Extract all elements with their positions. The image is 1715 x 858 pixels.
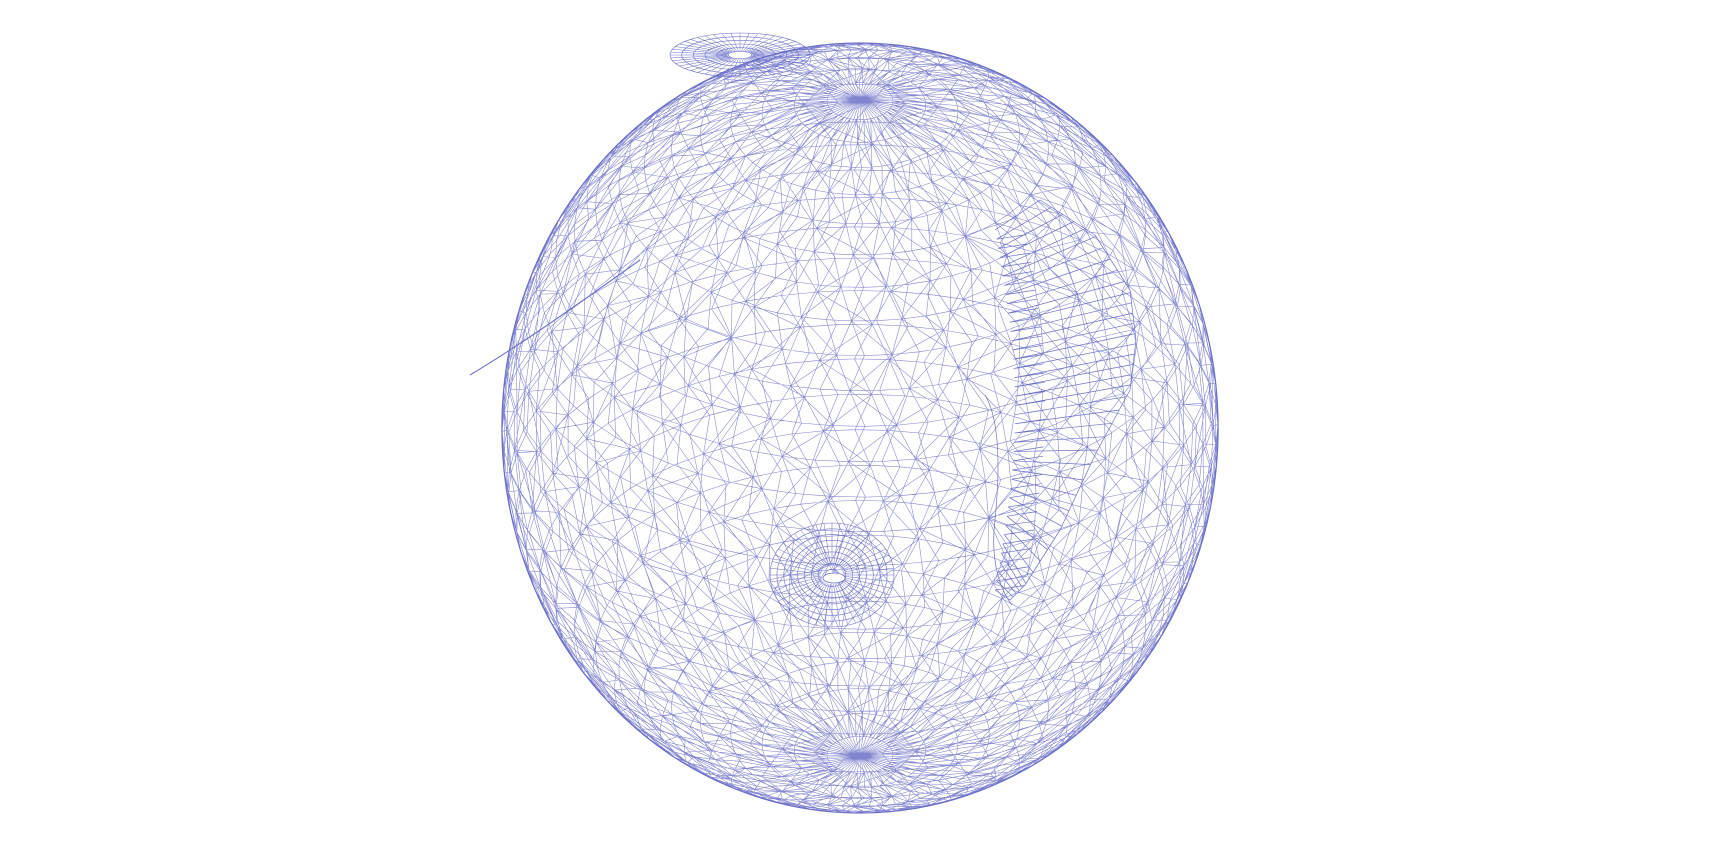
top-pole-ring: [669, 32, 811, 78]
eye-socket-ring: [769, 522, 895, 628]
upper-left-crease: [469, 259, 641, 376]
mesh-edges: [501, 42, 1219, 814]
mesh-features: [469, 32, 1219, 814]
mesh-silhouette: [501, 42, 1219, 814]
sphere-mesh-edges: [501, 42, 1219, 814]
eye-socket-opening: [822, 572, 846, 584]
right-side-lobe: [984, 199, 1137, 606]
